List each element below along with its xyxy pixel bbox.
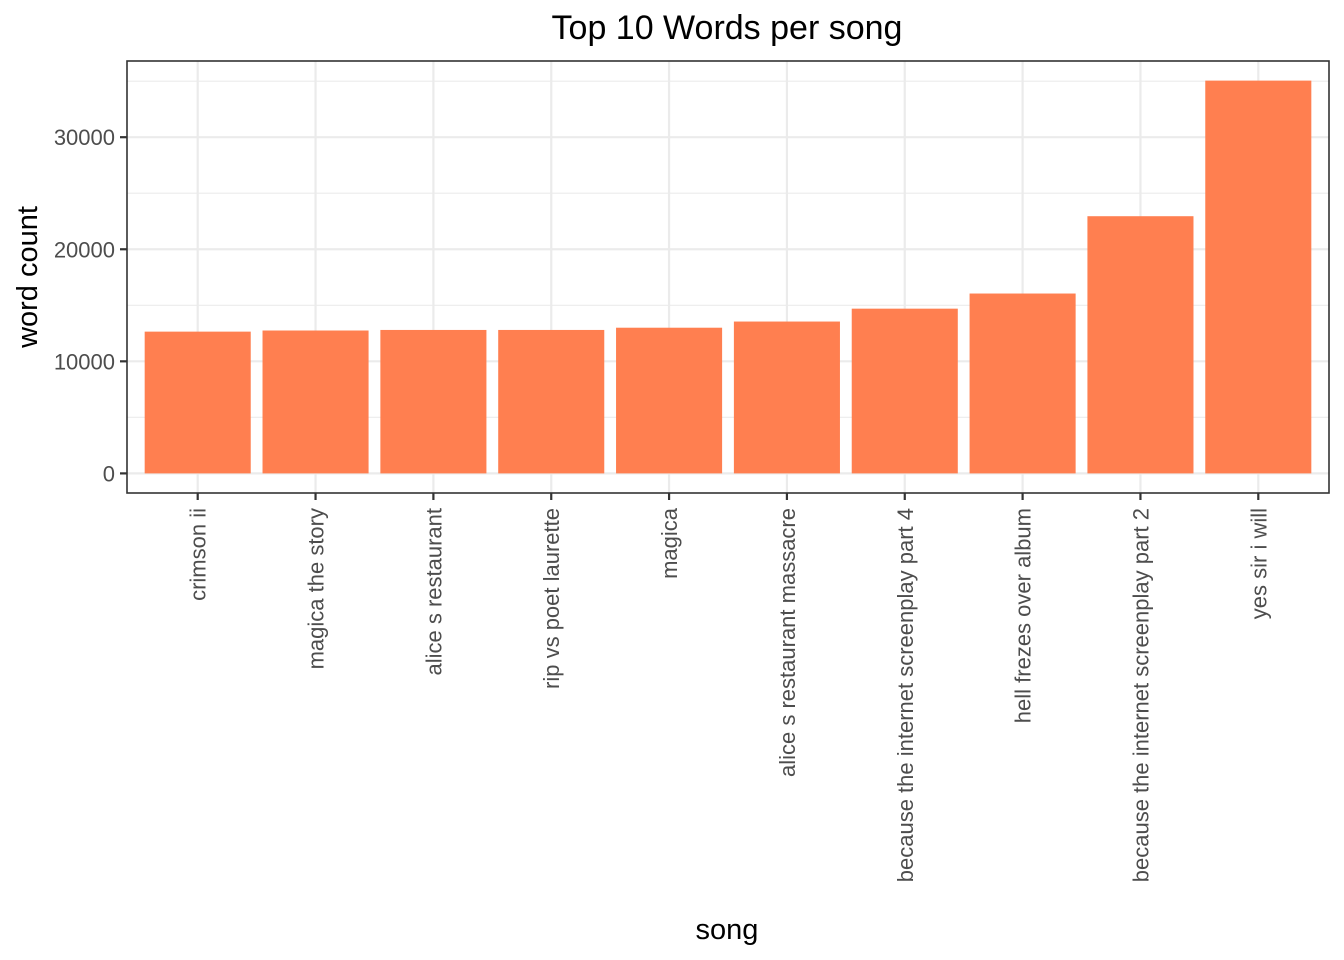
bar-6: [733, 321, 840, 474]
x-tick-label: because the internet screenplay part 2: [1128, 508, 1153, 882]
x-tick-label: alice s restaurant: [421, 508, 446, 676]
y-tick-label: 10000: [54, 349, 115, 374]
x-tick-label: rip vs poet laurette: [539, 508, 564, 689]
bar-1: [144, 331, 251, 474]
bar-4: [498, 329, 605, 474]
x-tick-label: crimson ii: [186, 508, 211, 601]
x-tick-label: magica the story: [304, 508, 329, 669]
x-tick-label: magica: [657, 507, 682, 579]
bar-10: [1205, 80, 1312, 474]
y-tick-label: 30000: [54, 125, 115, 150]
y-tick-label: 0: [103, 461, 115, 486]
y-tick-label: 20000: [54, 237, 115, 262]
bar-8: [969, 293, 1076, 474]
bar-2: [262, 330, 369, 474]
bar-9: [1087, 216, 1194, 474]
chart-title: Top 10 Words per song: [552, 9, 903, 47]
panel-border: [126, 60, 1330, 494]
x-tick-label: yes sir i will: [1246, 508, 1271, 619]
x-tick-label: because the internet screenplay part 4: [893, 508, 918, 882]
bar-7: [851, 308, 958, 474]
bar-5: [616, 327, 723, 474]
x-tick-label: alice s restaurant massacre: [775, 508, 800, 777]
plot-panel: 0 10000 20000 30000 crimson ii magica the sto…: [54, 60, 1330, 882]
x-tick-label: hell frezes over album: [1011, 508, 1036, 723]
y-axis-title: word count: [12, 206, 44, 349]
bar-3: [380, 329, 487, 474]
x-axis-title: song: [696, 914, 759, 946]
